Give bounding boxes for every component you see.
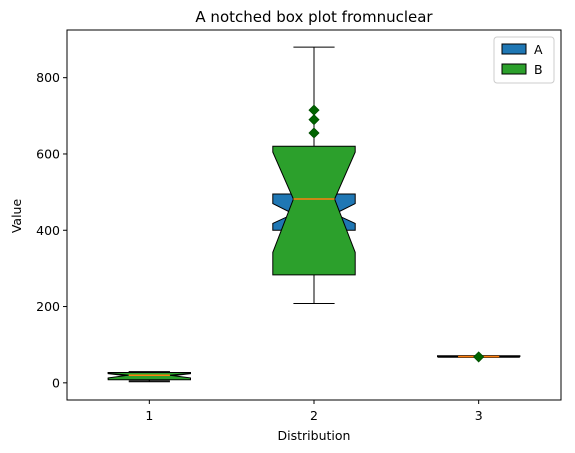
legend-swatch-A <box>501 43 527 55</box>
y-tick-label: 0 <box>52 375 60 390</box>
y-tick-label: 200 <box>36 299 60 314</box>
y-tick-label: 400 <box>36 223 60 238</box>
x-tick-label: 1 <box>145 408 153 423</box>
legend: AB <box>493 36 555 84</box>
flier-point <box>308 127 320 139</box>
x-tick-label: 2 <box>310 408 318 423</box>
x-axis-label: Distribution <box>278 428 351 443</box>
flier-point <box>308 114 320 126</box>
y-axis-label: Value <box>9 199 24 234</box>
y-tick-label: 600 <box>36 146 60 161</box>
box-B-1 <box>107 372 191 381</box>
x-tick-label: 3 <box>475 408 483 423</box>
chart-title: A notched box plot fromnuclear <box>195 8 433 26</box>
legend-label-B: B <box>534 62 543 77</box>
plot-area: 0 200 400 600 800 1 2 3 <box>36 29 562 423</box>
legend-swatch-B <box>501 63 527 75</box>
flier-point <box>308 104 320 116</box>
box-B-2 <box>272 145 356 276</box>
series-B <box>107 46 521 383</box>
flier-point <box>473 351 485 363</box>
legend-label-A: A <box>534 42 543 57</box>
y-tick-label: 800 <box>36 70 60 85</box>
